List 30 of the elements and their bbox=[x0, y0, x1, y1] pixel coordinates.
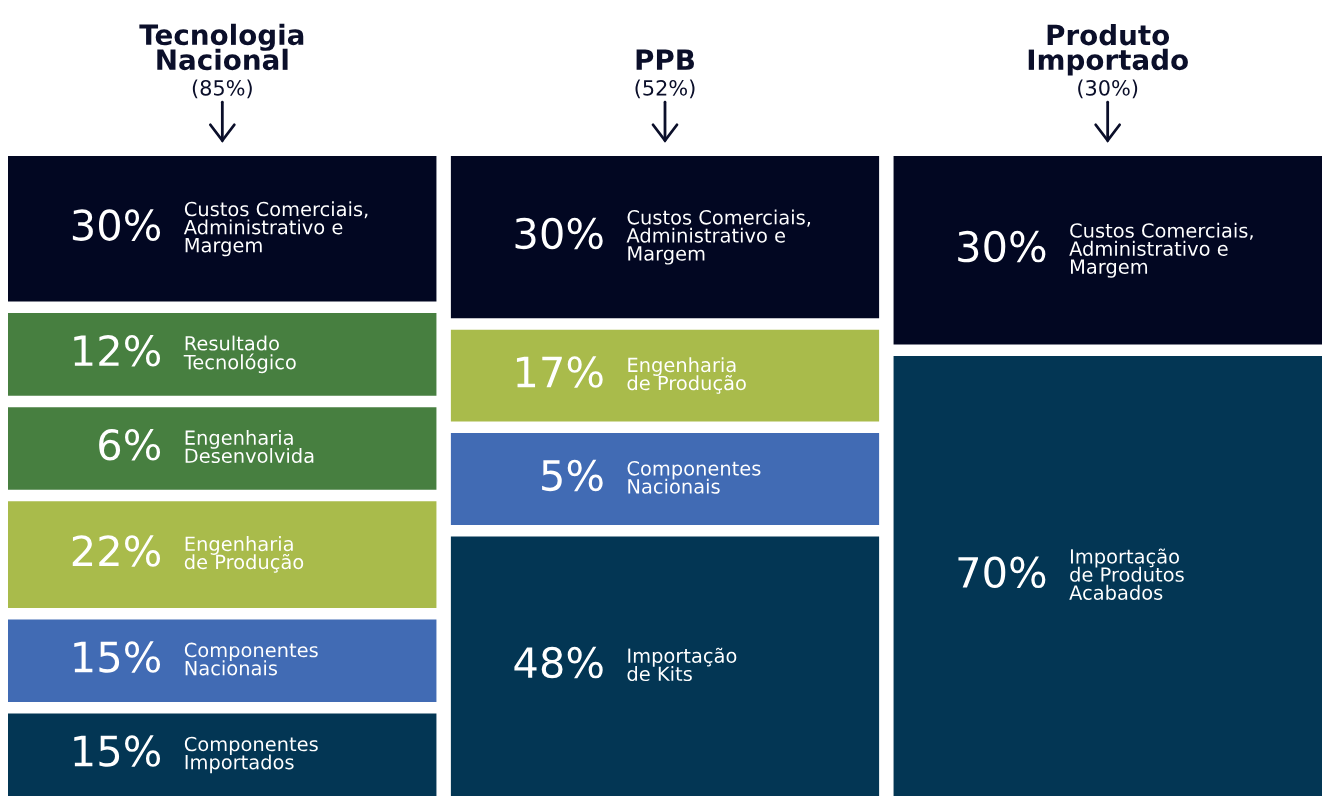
data-label: 70% bbox=[958, 556, 1046, 589]
category-label: Custos Comerciais, Administrativo e Margem bbox=[626, 209, 811, 265]
category-label: Engenharia Desenvolvida bbox=[185, 429, 314, 464]
data-label: 30% bbox=[515, 217, 603, 250]
data-label: 30% bbox=[72, 209, 161, 241]
category-label: Custos Comerciais, Administrativo e Margem bbox=[183, 201, 368, 257]
category-label: Custos Comerciais, Administrativo e Margem bbox=[1069, 222, 1253, 278]
data-label: 17% bbox=[516, 356, 603, 388]
category-label: Resultado Tecnológico bbox=[183, 335, 296, 374]
text: (30%) bbox=[1078, 79, 1138, 99]
data-label: 15% bbox=[74, 735, 161, 767]
data-label: 30% bbox=[958, 230, 1046, 263]
data-label: 6% bbox=[99, 428, 161, 461]
data-label: 12% bbox=[74, 334, 161, 367]
category-label: Componentes Importados bbox=[184, 736, 318, 774]
data-label: 15% bbox=[74, 641, 161, 673]
category-label: Componentes Nacionais bbox=[627, 460, 761, 494]
text: Tecnologia Nacional bbox=[139, 23, 304, 71]
data-label: 5% bbox=[542, 459, 603, 492]
text: (85%) bbox=[192, 79, 252, 99]
category-label: Componentes Nacionais bbox=[184, 642, 318, 676]
data-label: 48% bbox=[514, 646, 603, 679]
category-label: Engenharia de Produção bbox=[184, 536, 304, 573]
text: PPB bbox=[636, 49, 694, 70]
category-label: Importação de Produtos Acabados bbox=[1069, 548, 1184, 600]
data-label: 22% bbox=[72, 535, 161, 567]
text: (52%) bbox=[635, 79, 695, 99]
text: Produto Importado bbox=[1028, 23, 1188, 76]
category-label: Engenharia de Produção bbox=[627, 357, 746, 394]
category-label: Importação de Kits bbox=[627, 647, 737, 682]
